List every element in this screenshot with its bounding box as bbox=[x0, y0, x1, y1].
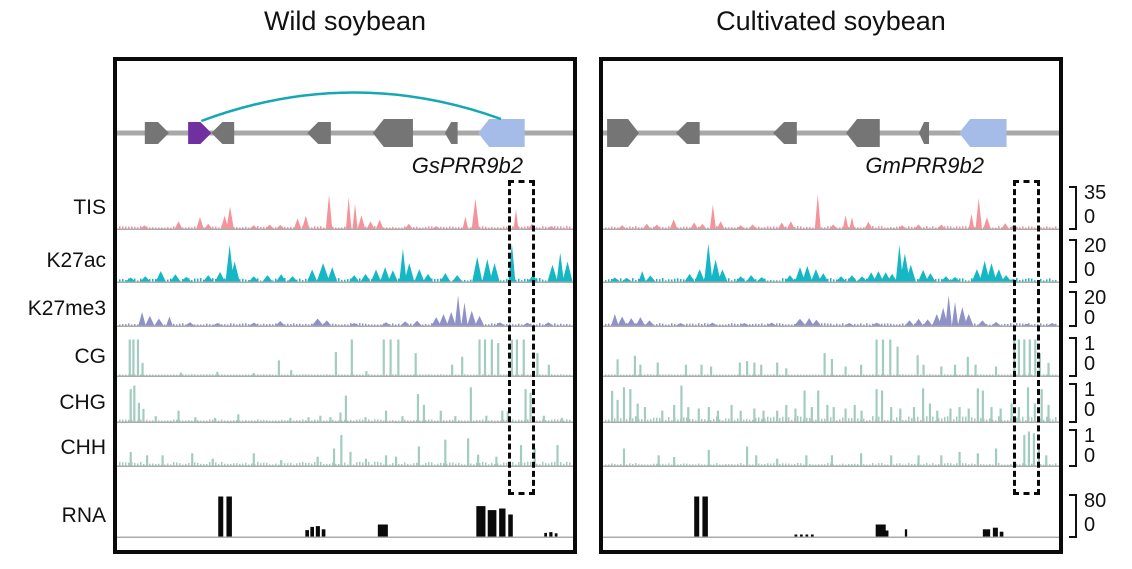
scale-max: 35 bbox=[1084, 182, 1107, 204]
scale-min: 0 bbox=[1084, 307, 1096, 329]
panel-title-cultivated: Cultivated soybean bbox=[716, 6, 946, 36]
track-k27ac-wild bbox=[117, 243, 573, 283]
scale-min: 0 bbox=[1084, 445, 1096, 467]
scale-min: 0 bbox=[1084, 514, 1096, 536]
track-chg-cultivated bbox=[603, 385, 1059, 423]
scale-k27ac: 20 0 bbox=[1069, 235, 1107, 283]
bracket-icon bbox=[1069, 337, 1077, 377]
scale-k27me3: 20 0 bbox=[1069, 287, 1107, 329]
track-label-k27ac: K27ac bbox=[46, 249, 106, 272]
track-label-chg: CHG bbox=[59, 391, 106, 414]
track-label-k27me3: K27me3 bbox=[27, 297, 106, 320]
track-rna-cultivated bbox=[603, 496, 1059, 538]
track-chg-wild bbox=[117, 385, 573, 423]
track-rna-wild bbox=[117, 496, 573, 538]
track-cg-cultivated bbox=[603, 339, 1059, 377]
track-label-rna: RNA bbox=[61, 504, 106, 527]
scale-min: 0 bbox=[1084, 259, 1096, 281]
scale-min: 0 bbox=[1084, 353, 1096, 375]
track-chh-cultivated bbox=[603, 431, 1059, 467]
scale-max: 1 bbox=[1084, 333, 1096, 355]
track-k27ac-cultivated bbox=[603, 243, 1059, 283]
bracket-icon bbox=[1069, 291, 1077, 327]
track-k27me3-wild bbox=[117, 295, 573, 327]
gene-model-cultivated bbox=[603, 119, 1059, 147]
gene-label-GsPRR9b2: GsPRR9b2 bbox=[411, 153, 523, 178]
scale-min: 0 bbox=[1084, 206, 1096, 228]
panel-title-wild: Wild soybean bbox=[263, 6, 427, 36]
scale-min: 0 bbox=[1084, 399, 1096, 421]
bracket-icon bbox=[1069, 429, 1077, 467]
bracket-icon bbox=[1069, 494, 1077, 538]
track-cg-wild bbox=[117, 339, 573, 377]
track-label-cg: CG bbox=[74, 345, 107, 368]
highlight-box-wild bbox=[507, 180, 536, 495]
track-tis-cultivated bbox=[603, 194, 1059, 230]
bracket-icon bbox=[1069, 383, 1077, 423]
track-chh-wild bbox=[117, 434, 573, 467]
bracket-icon bbox=[1069, 186, 1077, 230]
scale-max: 1 bbox=[1084, 425, 1096, 447]
scale-rna: 80 0 bbox=[1069, 490, 1107, 538]
highlight-box-cultivated bbox=[1012, 180, 1040, 495]
scale-max: 80 bbox=[1084, 490, 1107, 512]
track-tis-wild bbox=[117, 194, 573, 230]
scale-max: 20 bbox=[1084, 287, 1107, 309]
scale-max: 1 bbox=[1084, 379, 1096, 401]
bracket-icon bbox=[1069, 239, 1077, 283]
gene-model-wild bbox=[117, 91, 573, 147]
scale-tis: 35 0 bbox=[1069, 182, 1107, 230]
track-k27me3-cultivated bbox=[603, 295, 1059, 327]
panel-wild-soybean: GsPRR9b2 bbox=[113, 57, 577, 554]
scale-max: 20 bbox=[1084, 235, 1107, 257]
track-label-chh: CHH bbox=[60, 436, 107, 459]
track-label-tis: TIS bbox=[73, 196, 106, 219]
panel-cultivated-soybean: GmPRR9b2 bbox=[599, 57, 1063, 554]
gene-label-GmPRR9b2: GmPRR9b2 bbox=[865, 153, 984, 178]
